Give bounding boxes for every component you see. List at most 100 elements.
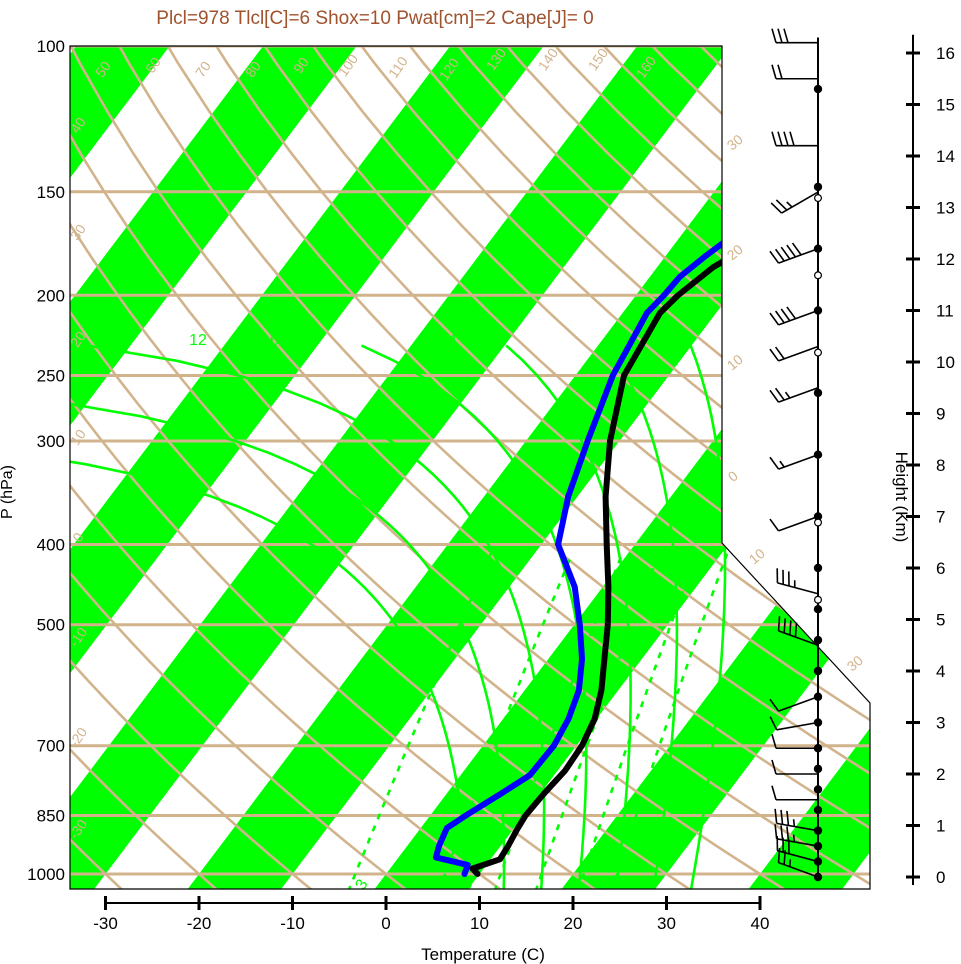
wind-barb-feather xyxy=(777,64,783,79)
wind-barb-staff xyxy=(777,582,819,595)
wind-barb-feather xyxy=(771,785,777,800)
moist-adiabat-line xyxy=(360,344,588,889)
height-tick-label: 8 xyxy=(936,456,945,475)
mixing-ratio-label: 24 xyxy=(439,332,457,349)
isotherm-band xyxy=(70,46,377,889)
wind-barb-feather xyxy=(770,202,783,214)
wind-barb-half-feather xyxy=(786,201,793,208)
y-tick-label: 850 xyxy=(37,807,65,826)
dry-adiabat-line xyxy=(285,46,870,889)
wind-barb-staff xyxy=(776,838,819,847)
wind-barb-feather xyxy=(777,131,783,146)
mixing-ratio-label: 12 xyxy=(189,332,207,349)
height-tick-label: 4 xyxy=(936,662,945,681)
theta-label: 20 xyxy=(724,241,746,263)
wind-barb xyxy=(769,453,819,470)
level-marker xyxy=(813,785,823,794)
height-tick-label: 10 xyxy=(936,353,955,372)
wind-barb xyxy=(771,28,818,44)
wind-barb-feather xyxy=(780,809,784,825)
plot-frame xyxy=(69,45,871,890)
wind-barb-half-feather xyxy=(784,391,791,399)
wind-barb xyxy=(771,785,818,801)
height-tick-label: 15 xyxy=(936,96,955,115)
theta-label: 110 xyxy=(385,53,411,81)
wind-barb xyxy=(771,131,818,147)
wind-barb-staff xyxy=(778,861,819,878)
y-axis-label: P (hPa) xyxy=(0,465,16,519)
y-tick-label: 400 xyxy=(37,536,65,555)
mixing-ratio-line xyxy=(493,552,624,889)
y-tick-label: 250 xyxy=(37,366,65,385)
level-marker xyxy=(813,84,823,94)
theta-label: 10 xyxy=(746,545,768,567)
moist-adiabat-line xyxy=(607,344,679,889)
wind-barb-feather xyxy=(786,244,797,258)
height-tick-label: 11 xyxy=(936,302,954,321)
wind-barb xyxy=(771,734,818,750)
mixing-ratio-label: 32 xyxy=(651,332,669,349)
wind-barb xyxy=(769,306,819,326)
moist-adiabat-lines xyxy=(70,344,727,889)
isotherm-band xyxy=(0,20,2,900)
height-tick-label: 0 xyxy=(936,868,945,887)
wind-barb xyxy=(769,242,819,264)
wind-barb-staff xyxy=(781,191,819,214)
wind-barb xyxy=(776,568,819,595)
y-tick-label: 200 xyxy=(37,286,65,305)
wind-barb-feather xyxy=(791,242,802,256)
mixing-ratio-lines xyxy=(346,552,729,889)
wind-barb-feather xyxy=(771,759,777,775)
wind-barb-staff xyxy=(778,515,819,532)
height-tick-label: 16 xyxy=(936,44,955,63)
x-tick-label: -30 xyxy=(93,914,118,933)
x-tick-label: 20 xyxy=(564,914,583,933)
level-marker xyxy=(813,635,823,645)
wind-barb-feather xyxy=(777,28,783,43)
dry-adiabat-line xyxy=(70,46,694,889)
theta-label: 30 xyxy=(844,652,866,674)
height-axis-label: Height (Km) xyxy=(892,452,911,543)
x-tick-label: -20 xyxy=(187,914,212,933)
wind-barb-half-feather xyxy=(789,859,792,867)
wind-barb-feather xyxy=(775,199,788,211)
mixing-ratio-line xyxy=(534,552,661,889)
wind-barb-feather xyxy=(783,28,789,43)
wind-barb-half-feather xyxy=(779,460,785,468)
y-axis: 100 150 200 250 300 400 500 700 850 1000 xyxy=(27,37,65,884)
x-tick-label: 0 xyxy=(381,914,390,933)
wind-barb xyxy=(769,386,819,403)
wind-barb-half-feather xyxy=(792,819,796,827)
wind-barb-feather xyxy=(769,250,780,264)
wind-barb-feather xyxy=(786,826,790,841)
dry-adiabat-line xyxy=(70,46,505,889)
wind-barb-feather xyxy=(771,28,777,43)
height-tick-label: 14 xyxy=(936,147,955,166)
level-marker-hollow xyxy=(813,518,822,527)
height-tick-label: 7 xyxy=(936,508,945,527)
wind-barb-feather xyxy=(771,64,777,79)
height-tick-label: 3 xyxy=(936,714,945,733)
y-tick-label: 1000 xyxy=(27,865,65,884)
wind-barb-feather xyxy=(786,810,790,826)
wind-barb-column xyxy=(769,28,823,882)
wind-barb xyxy=(769,716,819,731)
wind-barb-feather xyxy=(786,306,797,320)
wind-barb-staff xyxy=(778,630,819,647)
level-marker xyxy=(813,563,823,573)
wind-barb-feather xyxy=(789,620,792,636)
y-tick-label: 700 xyxy=(37,737,65,756)
y-tick-label: 500 xyxy=(37,616,65,635)
wind-barb xyxy=(769,345,819,362)
level-marker xyxy=(813,605,823,614)
mixing-ratio-line xyxy=(610,552,729,889)
wind-barb-staff xyxy=(777,849,819,863)
wind-barb-feather xyxy=(769,312,780,326)
wind-barb-feather xyxy=(774,310,785,324)
x-axis: -30 -20 -10 0 10 20 30 40 xyxy=(93,896,769,933)
level-marker xyxy=(813,666,823,676)
wind-barb-feather xyxy=(774,808,778,824)
height-tick-label: 12 xyxy=(936,250,955,269)
level-marker xyxy=(813,764,823,774)
